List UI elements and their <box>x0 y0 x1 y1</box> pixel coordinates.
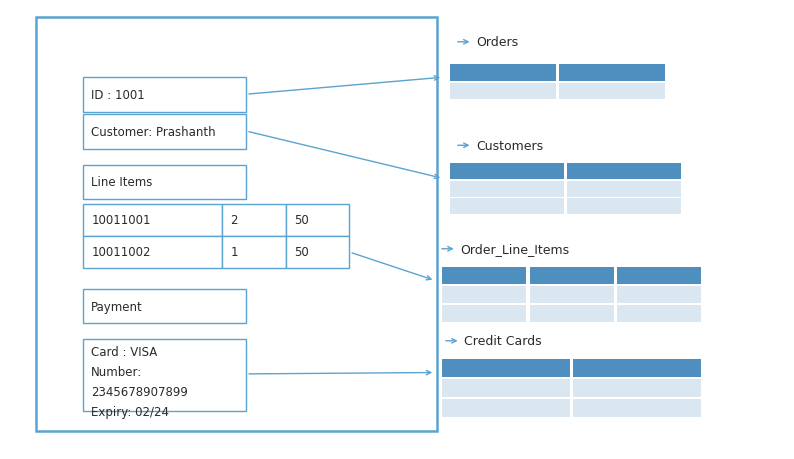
Text: 10011002: 10011002 <box>91 246 151 259</box>
Bar <box>573 359 701 377</box>
Bar <box>617 267 701 285</box>
Bar <box>450 164 564 179</box>
Bar <box>286 236 349 269</box>
Bar <box>83 165 246 200</box>
Bar <box>222 204 286 236</box>
Bar <box>83 115 246 149</box>
Bar <box>83 289 246 324</box>
Bar <box>222 236 286 269</box>
Text: ID : 1001: ID : 1001 <box>91 89 145 102</box>
Bar <box>83 340 246 411</box>
Bar <box>83 204 222 236</box>
Bar <box>567 199 681 215</box>
Text: 2: 2 <box>230 214 237 227</box>
Text: Payment: Payment <box>91 300 143 313</box>
Bar <box>442 379 570 397</box>
Bar <box>573 379 701 397</box>
Bar <box>450 181 564 197</box>
Text: Customer: Prashanth: Customer: Prashanth <box>91 125 216 139</box>
Text: Orders: Orders <box>476 36 518 49</box>
Bar <box>450 199 564 215</box>
Bar <box>559 65 665 82</box>
Text: Card : VISA
Number:
2345678907899
Expiry: 02/24: Card : VISA Number: 2345678907899 Expiry… <box>91 345 188 418</box>
Bar <box>530 305 614 323</box>
Bar <box>442 305 526 323</box>
Bar <box>530 286 614 303</box>
Text: Customers: Customers <box>476 140 544 152</box>
Bar <box>442 267 526 285</box>
Text: 50: 50 <box>294 246 309 259</box>
Bar <box>567 181 681 197</box>
Bar <box>567 164 681 179</box>
Bar <box>83 236 222 269</box>
Bar <box>559 84 665 100</box>
Text: Line Items: Line Items <box>91 176 152 189</box>
Text: Order_Line_Items: Order_Line_Items <box>461 243 569 256</box>
Bar <box>442 286 526 303</box>
Text: 1: 1 <box>230 246 237 259</box>
Text: Credit Cards: Credit Cards <box>464 335 542 347</box>
Bar <box>573 399 701 417</box>
Bar <box>83 78 246 112</box>
Bar <box>617 286 701 303</box>
Bar <box>286 204 349 236</box>
Bar <box>450 84 556 100</box>
Bar <box>442 359 570 377</box>
Bar <box>442 399 570 417</box>
Text: 50: 50 <box>294 214 309 227</box>
Bar <box>617 305 701 323</box>
Bar <box>530 267 614 285</box>
Text: 10011001: 10011001 <box>91 214 151 227</box>
Bar <box>450 65 556 82</box>
Bar <box>36 18 437 431</box>
